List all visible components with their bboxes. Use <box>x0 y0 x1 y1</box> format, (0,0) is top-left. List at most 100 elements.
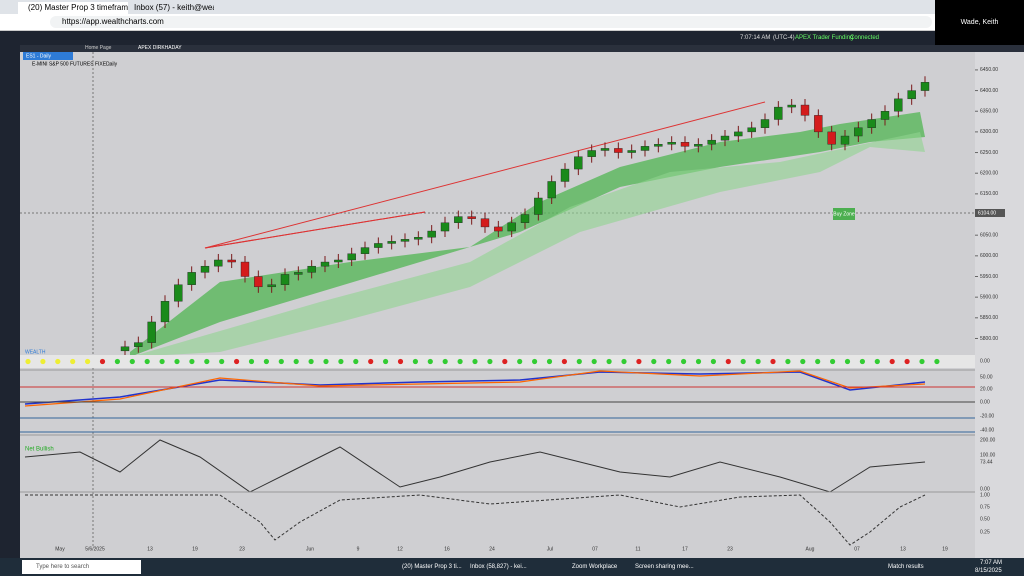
dots-panel <box>20 355 975 368</box>
dot <box>397 358 404 365</box>
chart: ES1 - Daily E-MINI S&P 500 FUTURES FIXE.… <box>20 52 1024 558</box>
dot <box>651 358 657 365</box>
app-tab[interactable]: Home Page <box>85 45 112 51</box>
dot <box>234 358 240 365</box>
dot <box>189 358 195 365</box>
candle <box>920 82 930 91</box>
x-label: 5/6/2025 <box>85 546 105 552</box>
panel-label: 0.00 <box>980 486 990 492</box>
dot <box>368 358 374 365</box>
y-tick-label: 6200.00 <box>980 171 998 177</box>
candle <box>667 142 676 145</box>
x-label: 16 <box>444 546 450 552</box>
candle <box>267 284 276 288</box>
dot <box>844 358 851 365</box>
dot <box>532 358 538 365</box>
candle <box>720 135 730 141</box>
dot <box>25 358 31 365</box>
dot <box>830 358 836 365</box>
panel-label: -40.00 <box>980 427 994 433</box>
search[interactable]: Type here to search <box>22 560 141 574</box>
candle <box>454 216 463 223</box>
dot <box>159 358 165 365</box>
tab-strip: (20) Master Prop 3 timeframes Inbox (57)… <box>0 0 1024 14</box>
task-item[interactable]: Screen sharing mee... <box>635 564 694 570</box>
y-tick-label: 6000.00 <box>980 253 998 259</box>
account[interactable]: APEX Trader Funding <box>795 35 854 41</box>
candle <box>800 104 810 116</box>
dot <box>174 358 180 365</box>
indicator-name: WEALTH <box>25 349 46 355</box>
candle <box>254 276 263 288</box>
x-label: 13 <box>147 546 153 552</box>
dot <box>606 358 612 365</box>
x-label: 07 <box>592 546 598 552</box>
y-tick-label: 6300.00 <box>980 129 998 135</box>
candle <box>614 148 623 153</box>
probability <box>25 494 926 546</box>
chart-title: E-MINI S&P 500 FUTURES FIXE... <box>32 61 110 67</box>
dot <box>934 358 940 365</box>
candle <box>320 261 330 267</box>
x-label: 11 <box>635 546 640 552</box>
x-label: 19 <box>192 546 198 552</box>
dot <box>576 358 582 365</box>
dot <box>472 358 478 365</box>
candle <box>374 243 383 248</box>
task-item[interactable]: (20) Master Prop 3 ti... <box>402 564 462 570</box>
y-tick-label: 6250.00 <box>980 150 998 156</box>
candle <box>414 237 423 240</box>
candle <box>507 222 516 232</box>
candle <box>334 259 343 263</box>
momentum <box>24 439 926 493</box>
app-tab[interactable]: APEX DIRKHADAY <box>138 45 182 51</box>
candle <box>520 214 530 223</box>
x-label: 07 <box>854 546 860 552</box>
dot <box>561 358 568 365</box>
candle <box>240 261 250 277</box>
annotation: Buy Zone <box>833 211 855 217</box>
y-tick-label: 6050.00 <box>980 233 998 239</box>
panel-label: 73.44 <box>980 459 993 465</box>
candle <box>187 272 196 285</box>
dot <box>904 358 910 365</box>
dot <box>323 358 329 365</box>
timezone: (UTC-4) <box>773 35 795 41</box>
candle <box>174 284 183 302</box>
task-item[interactable]: Inbox (58,827) - kei... <box>470 564 527 570</box>
panel-label: 100.00 <box>980 452 996 458</box>
dot <box>129 358 135 365</box>
candle <box>227 259 236 263</box>
browser-tab[interactable]: Inbox (57) - keith@wealthcharts.com <box>134 3 214 12</box>
dot <box>383 358 389 365</box>
candle <box>787 104 796 108</box>
panel-label: -20.00 <box>980 413 994 419</box>
panel-label: 0.00 <box>980 358 990 364</box>
y-axis: 6450.00 6400.00 6350.00 6300.00 6250.00 6200.… <box>975 67 998 342</box>
dot <box>55 358 61 365</box>
candle <box>400 239 410 242</box>
taskbar: Type here to search (20) Master Prop 3 t… <box>0 558 1024 576</box>
x-label: 23 <box>239 546 245 552</box>
dot <box>263 358 269 365</box>
browser-tab[interactable]: (20) Master Prop 3 timeframes <box>18 2 128 14</box>
candle <box>627 150 636 153</box>
dot <box>308 358 314 365</box>
dot <box>427 358 433 365</box>
dot <box>85 358 91 365</box>
task-item[interactable]: Zoom Workplace <box>572 564 618 570</box>
x-label: Jul <box>547 546 553 552</box>
candle <box>307 265 316 273</box>
dot <box>755 358 761 365</box>
x-label: 24 <box>489 546 495 552</box>
candle <box>734 131 743 137</box>
address-bar: https://app.wealthcharts.com <box>0 14 1024 31</box>
candle <box>147 321 156 343</box>
candle <box>347 253 356 261</box>
panel-label: 0.50 <box>980 516 990 522</box>
panel-label: 0.00 <box>980 399 990 405</box>
interval: Daily <box>106 61 118 67</box>
url[interactable]: https://app.wealthcharts.com <box>50 16 932 28</box>
panel-label: 20.00 <box>980 386 993 392</box>
oscillator <box>24 370 926 407</box>
